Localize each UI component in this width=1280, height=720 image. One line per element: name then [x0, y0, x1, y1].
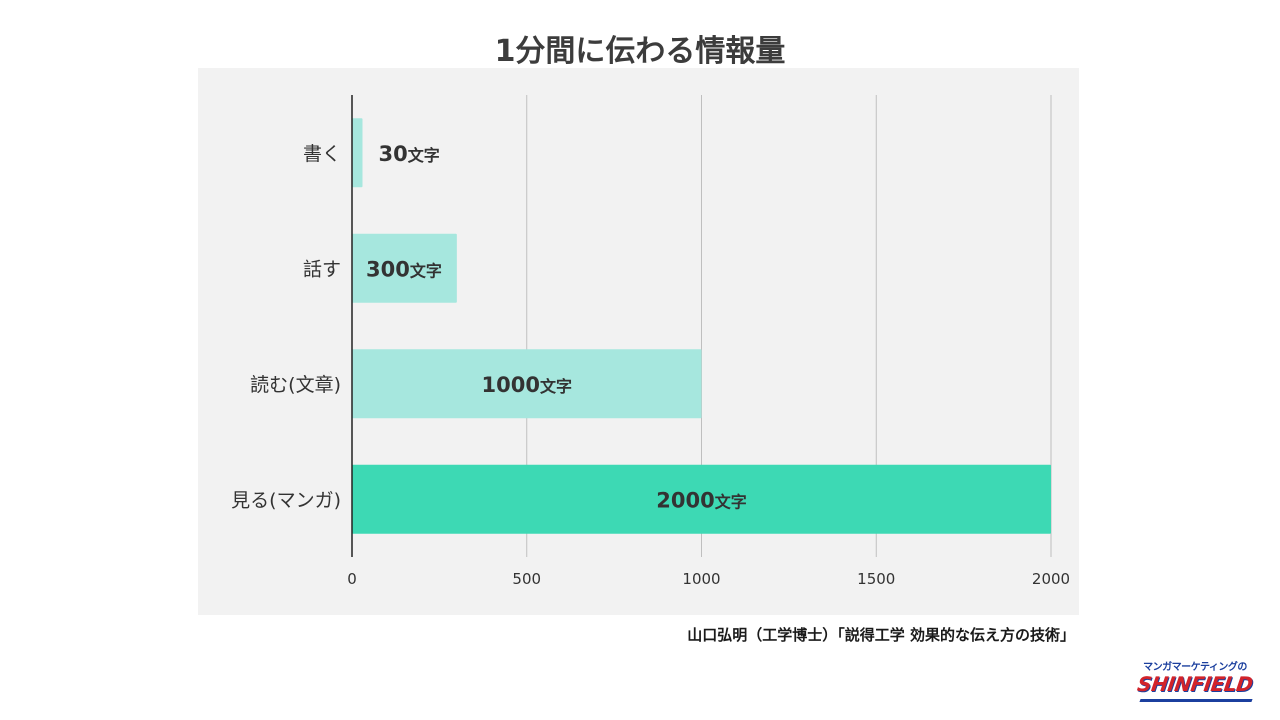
chart-title: 1分間に伝わる情報量	[494, 34, 786, 69]
x-tick-label-2000: 2000	[1032, 570, 1070, 588]
x-tick-label-1500: 1500	[857, 570, 895, 588]
category-label-2: 読む(文章)	[250, 374, 341, 396]
logo-tagline: マンガマーケティングの	[1143, 662, 1247, 673]
x-tick-label-0: 0	[347, 570, 357, 588]
source-citation: 山口弘明（工学博士）「説得工学 効果的な伝え方の技術」	[687, 626, 1075, 644]
bar-1	[352, 233, 457, 303]
data-label-0: 30文字	[378, 142, 439, 166]
bar-3	[352, 464, 1051, 534]
logo-underline	[1139, 699, 1253, 702]
x-tick-label-1000: 1000	[682, 570, 720, 588]
bar-2	[352, 349, 702, 419]
data-label-3: 2000文字	[656, 488, 746, 512]
data-label-1: 300文字	[366, 257, 442, 281]
bar-0	[352, 118, 363, 188]
logo-wordmark: SHINFIELD	[1135, 672, 1255, 696]
x-tick-label-500: 500	[512, 570, 541, 588]
data-label-2: 1000文字	[482, 373, 572, 397]
shinfield-logo: マンガマーケティングの SHINFIELD	[1134, 658, 1256, 704]
category-label-3: 見る(マンガ)	[231, 489, 341, 511]
category-label-0: 書く	[303, 143, 341, 165]
category-label-1: 話す	[303, 258, 341, 280]
